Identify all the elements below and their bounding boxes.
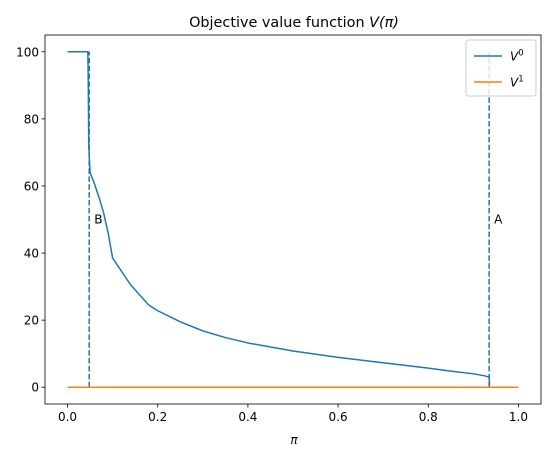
x-tick-label: 0.8 [419, 410, 438, 424]
y-tick-label: 100 [16, 45, 39, 59]
x-axis-label: π [290, 433, 298, 447]
series-line-v0 [67, 51, 491, 386]
chart-title: Objective value function V(π) [189, 15, 399, 31]
legend-series-name: V [510, 76, 519, 90]
y-tick-label: 40 [24, 247, 39, 261]
y-tick-label: 20 [24, 314, 39, 328]
legend-series-superscript: 1 [518, 75, 523, 85]
y-tick-label: 0 [31, 381, 39, 395]
y-tick-label: 60 [24, 179, 39, 193]
x-tick-label: 0.6 [329, 410, 348, 424]
chart-title-math: V(π) [369, 15, 399, 31]
y-tick-label: 80 [24, 112, 39, 126]
x-tick-label: 1.0 [509, 410, 528, 424]
annotation-b: B [94, 213, 102, 227]
legend-label-v1: V1 [510, 75, 524, 90]
legend-series-name: V [510, 50, 519, 64]
x-tick-label: 0.2 [148, 410, 167, 424]
x-tick-label: 0.0 [58, 410, 77, 424]
chart-title-prefix: Objective value function [189, 15, 369, 31]
x-tick-label: 0.4 [238, 410, 257, 424]
y-axis-ticks: 0 20 40 60 80 100 [16, 45, 45, 395]
legend-label-v0: V0 [510, 49, 524, 64]
legend-box [465, 39, 537, 97]
x-axis-ticks: 0.0 0.2 0.4 0.6 0.8 1.0 [58, 404, 528, 424]
annotation-a: A [494, 213, 503, 227]
legend-series-superscript: 0 [518, 49, 523, 59]
axes-frame [44, 34, 542, 405]
